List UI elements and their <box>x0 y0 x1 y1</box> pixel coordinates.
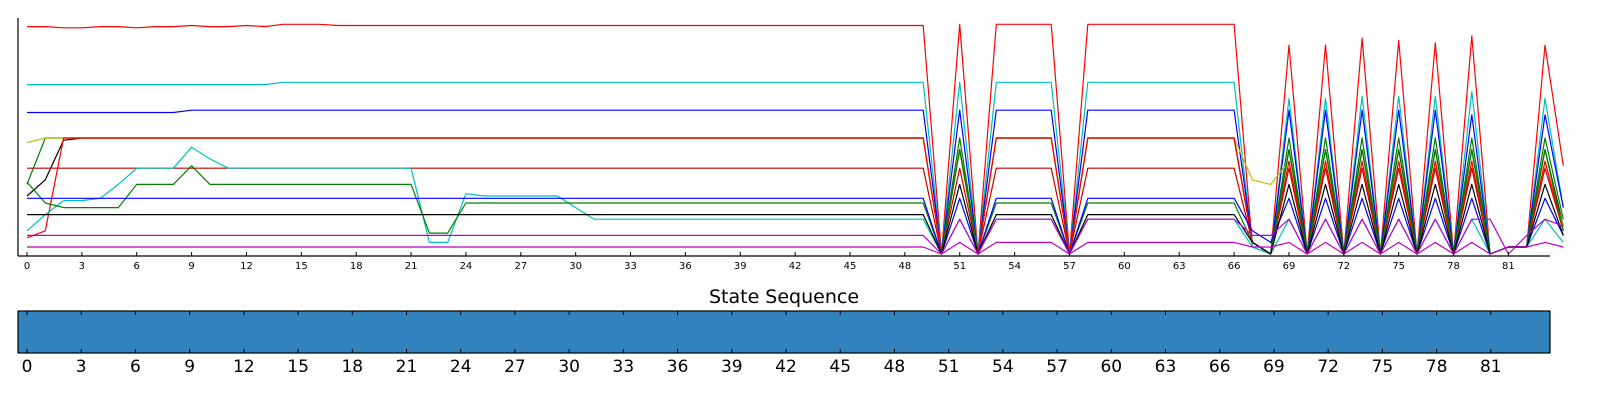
x-tick-label: 36 <box>679 261 692 272</box>
series-line-11 <box>27 197 1564 255</box>
x-tick-label: 24 <box>460 261 473 272</box>
state-tick-label: 45 <box>829 357 851 377</box>
chart-title: State Sequence <box>709 286 859 308</box>
x-tick-label: 75 <box>1392 261 1405 272</box>
state-tick-label: 18 <box>341 357 363 377</box>
state-tick-label: 9 <box>184 357 195 377</box>
x-tick-label: 81 <box>1502 261 1515 272</box>
line-chart: 0 3 6 9 12 15 18 21 24 27 30 33 36 39 42 45 48 51 54 57 60 63… <box>17 18 1564 272</box>
x-tick-label: 72 <box>1337 261 1350 272</box>
state-tick-label: 54 <box>992 357 1014 377</box>
state-tick-label: 48 <box>884 357 906 377</box>
x-tick-label: 57 <box>1063 261 1076 272</box>
state-tick-label: 66 <box>1209 357 1231 377</box>
state-sequence-bar <box>17 310 1551 354</box>
series-lines <box>26 23 1564 255</box>
state-x-axis-ticks: 0 3 6 9 12 15 18 21 24 27 30 33 36 39 42 45 48 51 54 57 60 63… <box>22 311 1502 377</box>
state-tick-label: 30 <box>558 357 580 377</box>
x-tick-label: 45 <box>844 261 857 272</box>
x-tick-label: 18 <box>350 261 363 272</box>
state-tick-label: 75 <box>1372 357 1394 377</box>
x-tick-label: 54 <box>1008 261 1021 272</box>
state-tick-label: 6 <box>130 357 141 377</box>
state-tick-label: 78 <box>1426 357 1448 377</box>
state-tick-label: 42 <box>775 357 797 377</box>
x-tick-label: 15 <box>295 261 308 272</box>
series-line-13 <box>27 218 1564 255</box>
state-tick-label: 63 <box>1155 357 1177 377</box>
state-tick-label: 0 <box>22 357 33 377</box>
state-tick-label: 12 <box>233 357 255 377</box>
series-line-8 <box>26 137 1564 255</box>
x-tick-label: 39 <box>734 261 747 272</box>
x-tick-label: 66 <box>1228 261 1241 272</box>
x-tick-label: 0 <box>24 261 30 272</box>
state-tick-label: 3 <box>76 357 87 377</box>
x-tick-label: 12 <box>240 261 253 272</box>
x-tick-label: 3 <box>79 261 85 272</box>
x-tick-label: 63 <box>1173 261 1186 272</box>
state-tick-label: 15 <box>287 357 309 377</box>
x-tick-label: 30 <box>569 261 582 272</box>
state-tick-label: 60 <box>1100 357 1122 377</box>
state-tick-label: 27 <box>504 357 526 377</box>
state-tick-label: 69 <box>1263 357 1285 377</box>
x-tick-label: 21 <box>405 261 418 272</box>
state-sequence-chart: State Sequence 0 3 6 9 12 15 18 21 24 27 30 33 36 39 4… <box>17 286 1551 377</box>
state-tick-label: 21 <box>396 357 418 377</box>
state-tick-label: 33 <box>613 357 635 377</box>
x-tick-label: 69 <box>1283 261 1296 272</box>
state-tick-label: 51 <box>938 357 960 377</box>
state-tick-label: 72 <box>1317 357 1339 377</box>
state-tick-label: 36 <box>667 357 689 377</box>
x-tick-label: 9 <box>188 261 194 272</box>
x-tick-label: 48 <box>899 261 912 272</box>
x-tick-label: 60 <box>1118 261 1131 272</box>
state-tick-label: 81 <box>1480 357 1502 377</box>
x-tick-label: 6 <box>134 261 140 272</box>
state-tick-label: 57 <box>1046 357 1068 377</box>
state-tick-label: 24 <box>450 357 472 377</box>
x-tick-label: 42 <box>789 261 802 272</box>
series-line-14 <box>27 241 1564 255</box>
x-tick-label: 78 <box>1447 261 1460 272</box>
x-axis-ticks: 0 3 6 9 12 15 18 21 24 27 30 33 36 39 42 45 48 51 54 57 60 63… <box>24 252 1515 272</box>
state-tick-label: 39 <box>721 357 743 377</box>
x-tick-label: 33 <box>624 261 637 272</box>
x-tick-label: 27 <box>514 261 527 272</box>
x-tick-label: 51 <box>953 261 966 272</box>
